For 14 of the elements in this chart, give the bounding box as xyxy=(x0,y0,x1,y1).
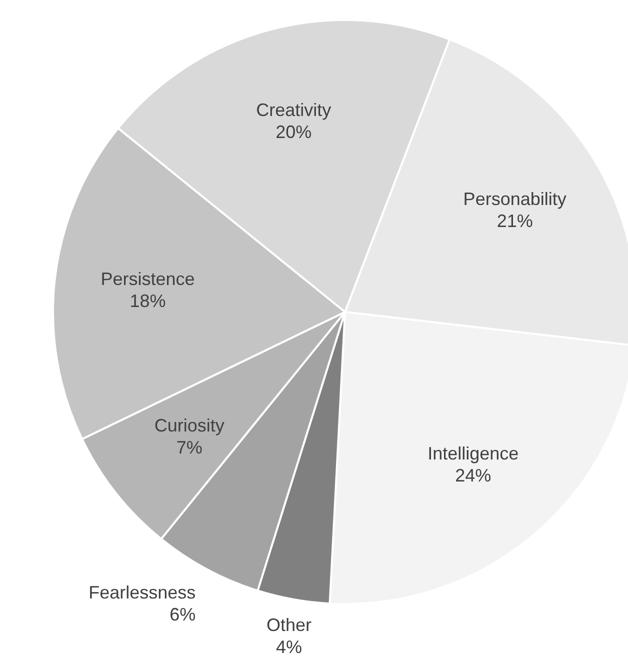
slice-label: Fearlessness xyxy=(88,582,196,602)
slice-label: Curiosity xyxy=(154,415,224,436)
data-label: 7% xyxy=(176,437,202,458)
data-label: 20% xyxy=(276,122,312,142)
data-label: 18% xyxy=(130,291,166,312)
slice-label: Creativity xyxy=(256,100,332,120)
data-label: 4% xyxy=(276,637,302,658)
data-label: 21% xyxy=(496,211,533,232)
data-label: 24% xyxy=(455,466,492,486)
data-label: 6% xyxy=(170,604,196,624)
slice-label: Personability xyxy=(463,189,566,210)
slice-label: Persistence xyxy=(100,269,195,290)
slice-label: Intelligence xyxy=(428,444,519,464)
slice-label: Other xyxy=(266,615,312,636)
